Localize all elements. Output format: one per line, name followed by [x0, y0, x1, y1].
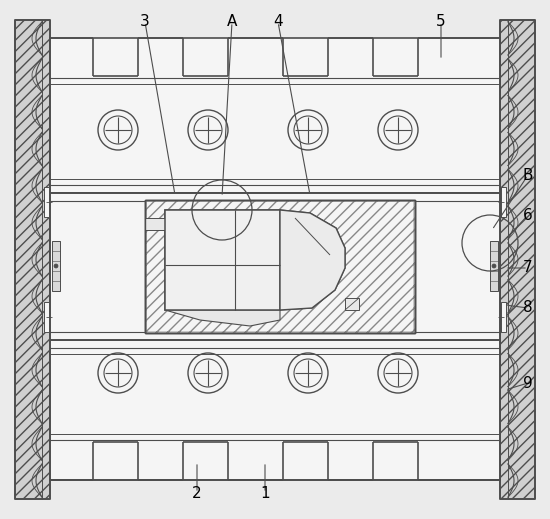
- Text: 9: 9: [523, 376, 533, 390]
- Polygon shape: [280, 210, 345, 310]
- Bar: [501, 302, 506, 332]
- Bar: [145, 200, 415, 333]
- Text: 4: 4: [273, 15, 283, 30]
- Text: 2: 2: [192, 485, 202, 500]
- Bar: [500, 20, 535, 499]
- Bar: [50, 340, 500, 480]
- Bar: [44, 302, 49, 332]
- Polygon shape: [280, 210, 345, 310]
- Text: 8: 8: [523, 301, 533, 316]
- Bar: [165, 210, 280, 310]
- Bar: [50, 38, 500, 193]
- Bar: [44, 187, 49, 217]
- Bar: [52, 241, 60, 291]
- Text: 7: 7: [523, 261, 533, 276]
- Bar: [345, 298, 359, 310]
- Text: 6: 6: [523, 208, 533, 223]
- Bar: [15, 20, 50, 499]
- Circle shape: [492, 264, 496, 268]
- Text: B: B: [522, 168, 534, 183]
- Text: 3: 3: [140, 15, 150, 30]
- Text: A: A: [227, 15, 237, 30]
- Bar: [145, 200, 415, 333]
- Text: 1: 1: [260, 485, 270, 500]
- Polygon shape: [165, 310, 280, 326]
- Bar: [145, 200, 415, 333]
- Bar: [145, 200, 415, 333]
- Bar: [50, 193, 500, 340]
- Bar: [147, 202, 413, 331]
- Circle shape: [54, 264, 58, 268]
- Bar: [145, 218, 165, 230]
- Bar: [165, 210, 280, 310]
- Bar: [501, 187, 506, 217]
- Text: 5: 5: [436, 15, 446, 30]
- Bar: [490, 241, 498, 291]
